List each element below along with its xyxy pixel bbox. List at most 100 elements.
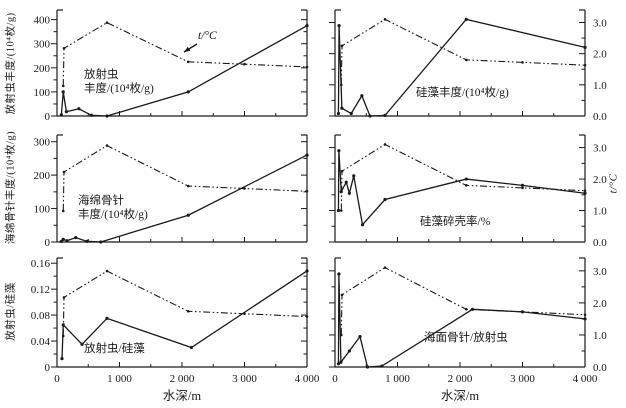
temperature-marker	[339, 209, 343, 212]
temperature-marker	[383, 266, 387, 269]
tick-label: 3.0	[593, 143, 607, 155]
series-marker	[65, 239, 69, 243]
temperature-marker	[583, 189, 587, 193]
tick-label: 2.0	[593, 49, 607, 61]
series-marker	[340, 106, 344, 110]
xaxis-title-left: 水深/m	[162, 389, 202, 403]
series-marker	[352, 174, 356, 178]
series-marker	[464, 17, 468, 21]
tick-label: 400	[34, 15, 51, 27]
series-marker	[61, 237, 65, 241]
panel-radiolarian-abundance: 0 100 200 300 400	[34, 9, 309, 123]
temperature-marker	[62, 170, 66, 174]
series-marker	[186, 90, 190, 94]
tick-label: 1 000	[385, 373, 410, 385]
xaxis-title-right: 水深/m	[440, 389, 480, 403]
panel-spicule-radiolarian-ratio: 0.0 1.0 2.0 3.0 0 1 000 2 000 3 000 4 000	[329, 257, 607, 385]
series-marker	[74, 236, 78, 240]
tick-label: 3 000	[510, 373, 535, 385]
series-marker	[336, 362, 341, 366]
temperature-marker	[305, 65, 309, 69]
series-marker	[339, 360, 343, 364]
temperature-marker	[305, 190, 309, 193]
series-marker	[349, 111, 353, 116]
tick-label: 4 000	[573, 373, 598, 385]
tick-label: 2.0	[593, 174, 607, 186]
series-marker	[105, 316, 109, 320]
annotation-line: 放射虫/硅藻	[84, 343, 145, 355]
tick-label: 2 000	[448, 373, 473, 385]
series-marker	[583, 317, 587, 321]
temperature-marker	[62, 46, 66, 50]
temperature-marker	[61, 84, 65, 88]
ylabel-radiolarian-diatom-ratio: 放射虫/硅藻	[5, 282, 17, 341]
series-line-diatom-fragmentation-rate	[337, 150, 586, 227]
temperature-marker	[305, 315, 309, 318]
series-marker	[347, 191, 351, 195]
temperature-line	[340, 18, 586, 85]
panel-diatom-fragmentation-rate: 0.0 1.0 2.0 3.0	[329, 134, 607, 249]
tick-label: 300	[34, 39, 51, 51]
annotation-line: 海面骨针/放射虫	[424, 332, 508, 344]
tick-label: 0	[54, 373, 60, 385]
annotation-arrowhead	[184, 46, 191, 52]
temperature-marker	[186, 309, 190, 313]
series-marker	[336, 208, 341, 213]
series-marker	[77, 107, 81, 111]
tick-label: 300	[34, 137, 51, 149]
temperature-marker	[583, 63, 587, 67]
tick-label: 4 000	[295, 373, 320, 385]
series-marker	[85, 239, 89, 243]
temperature-marker	[186, 60, 190, 64]
series-line-radiolarian-abundance	[60, 25, 308, 117]
tick-label: 200	[34, 63, 51, 75]
temperature-marker	[521, 186, 524, 190]
tick-label: 0.16	[31, 258, 51, 270]
temperature-line	[62, 22, 308, 86]
annotation-sponge-spicule-abundance: 海绵骨针 丰度/(10⁴枚/g)	[78, 194, 148, 222]
tick-label: 1.0	[593, 80, 607, 92]
series-marker	[383, 113, 387, 117]
temperature-marker	[243, 187, 246, 190]
temperature-line	[340, 143, 586, 211]
temperature-marker	[62, 296, 66, 299]
tick-label: 3.0	[593, 266, 607, 278]
tick-label: 0.0	[593, 111, 607, 123]
temperature-marker	[61, 209, 65, 213]
temperature-line	[62, 270, 308, 337]
panel-diatom-abundance: 0.0 1.0 2.0 3.0	[329, 9, 607, 123]
temperature-line	[62, 144, 308, 211]
series-marker	[383, 197, 387, 202]
series-line-spicule-radiolarian-ratio	[337, 274, 586, 368]
tick-label: 0.0	[593, 362, 607, 374]
tick-label: 2 000	[170, 373, 195, 385]
series-marker	[358, 334, 362, 339]
series-marker	[336, 111, 341, 116]
temperature-marker	[383, 18, 387, 21]
temperature-marker	[105, 144, 109, 147]
tick-label: 0.0	[593, 237, 607, 249]
temperature-marker	[583, 313, 587, 317]
tick-label: 0.04	[31, 336, 51, 348]
series-marker	[64, 110, 68, 114]
annotation-radiolarian-diatom-ratio: 放射虫/硅藻	[84, 342, 145, 356]
series-marker	[520, 183, 525, 187]
ylabel-sponge-spicule-abundance: 海绵骨针丰度/(10⁴枚/g)	[5, 130, 17, 245]
tick-label: 3 000	[232, 373, 257, 385]
series-marker	[305, 24, 309, 28]
annotation-spicule-radiolarian-ratio: 海面骨针/放射虫	[424, 331, 508, 345]
series-marker	[470, 307, 475, 311]
annotation-line: 海绵骨针	[78, 195, 124, 207]
annotation-diatom-abundance: 硅藻丰度/(10⁴枚/g)	[416, 86, 509, 100]
annotation-line: 丰度/(10⁴枚/g)	[78, 209, 148, 222]
tick-label: 100	[34, 204, 51, 216]
annotation-temperature-curve: t/°C	[198, 30, 217, 42]
temperature-marker	[243, 62, 246, 66]
tick-label: 1.0	[593, 206, 607, 218]
temperature-marker	[464, 58, 468, 62]
tick-label: 200	[34, 170, 51, 182]
temperature-marker	[383, 143, 387, 146]
series-marker	[61, 323, 65, 327]
temperature-marker	[340, 44, 344, 48]
